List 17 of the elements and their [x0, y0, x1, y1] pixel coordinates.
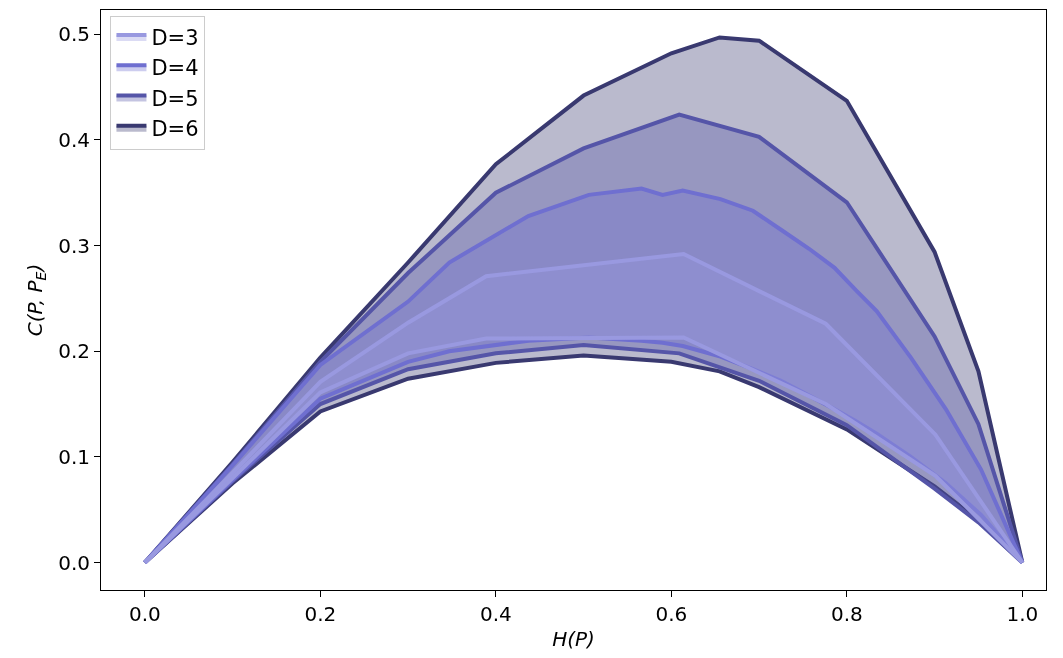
y-tick-label: 0.2	[58, 339, 90, 364]
x-tick-label: 0.2	[304, 602, 337, 626]
x-tick-label: 1.0	[1006, 602, 1039, 626]
y-tick-label: 0.5	[58, 22, 90, 47]
y-tick-label: 0.3	[58, 233, 90, 258]
legend-label: D=4	[151, 56, 199, 81]
legend-label: D=5	[151, 86, 199, 111]
x-tick-label: 0.4	[479, 602, 512, 626]
legend-label: D=3	[151, 26, 199, 51]
y-tick-label: 0.4	[58, 127, 90, 152]
legend-label: D=6	[151, 117, 199, 142]
x-tick-label: 0.0	[128, 602, 161, 626]
x-tick-label: 0.6	[655, 602, 688, 626]
x-tick-label: 0.8	[830, 602, 863, 626]
x-axis-title: H(P)	[552, 626, 595, 651]
y-tick-label: 0.1	[58, 444, 90, 469]
y-tick-label: 0.0	[58, 550, 90, 575]
